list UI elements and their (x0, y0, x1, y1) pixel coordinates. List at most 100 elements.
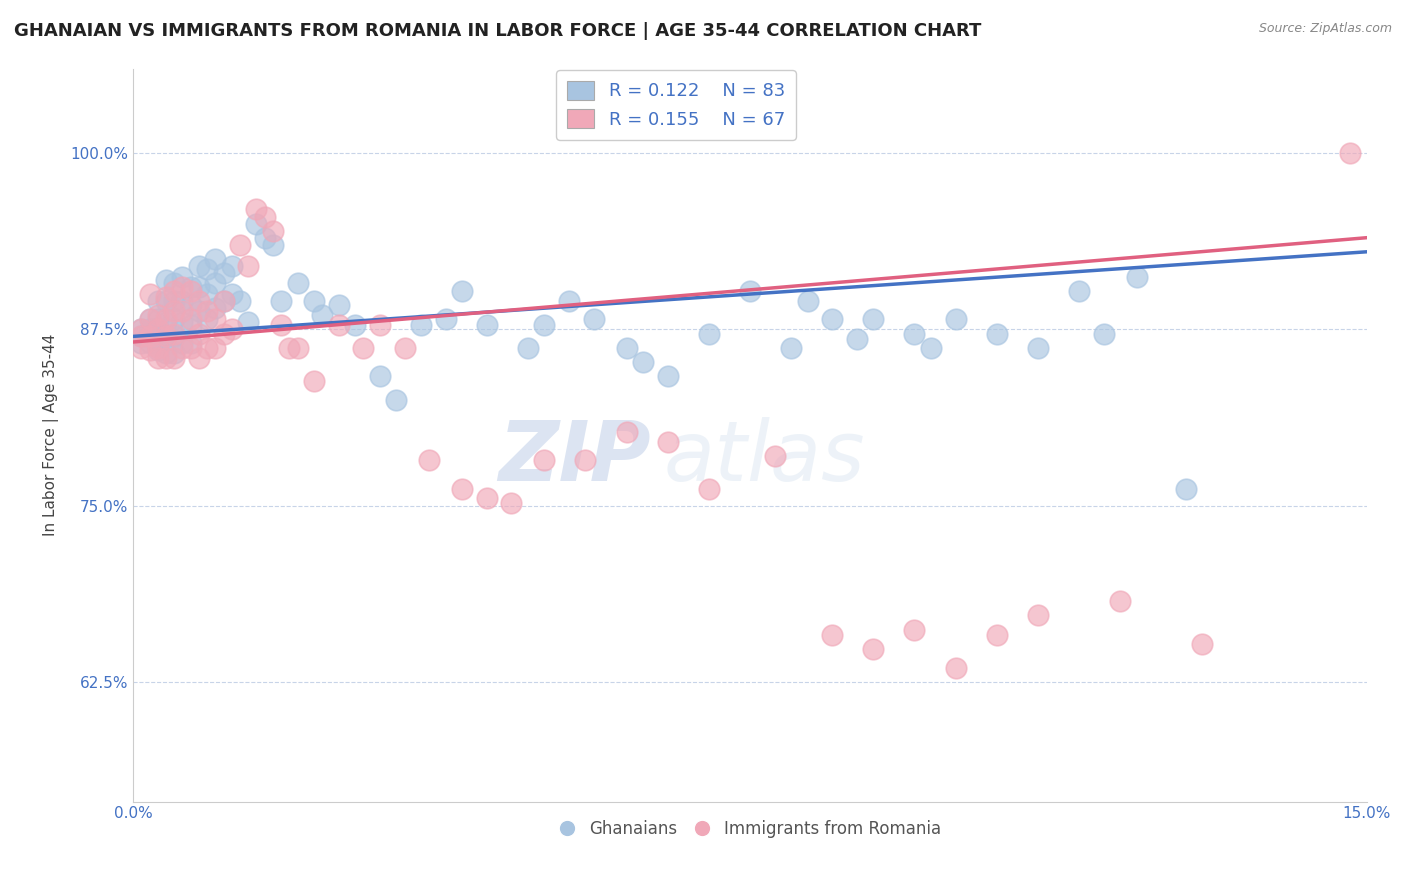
Point (138, 322, 160, 336)
Point (945, 312, 967, 326)
Point (368, 368, 391, 383)
Point (187, 280, 209, 294)
Point (204, 312, 226, 326)
Text: GHANAIAN VS IMMIGRANTS FROM ROMANIA IN LABOR FORCE | AGE 35-44 CORRELATION CHART: GHANAIAN VS IMMIGRANTS FROM ROMANIA IN L… (14, 22, 981, 40)
Point (180, 285, 202, 299)
Point (434, 312, 457, 326)
Point (796, 294, 818, 309)
Point (138, 329, 160, 343)
Point (262, 237, 284, 252)
Point (195, 312, 218, 326)
Point (195, 304, 218, 318)
Point (212, 294, 235, 309)
Point (180, 318, 202, 332)
Point (344, 318, 367, 332)
Text: ZIP: ZIP (499, 417, 651, 498)
Point (1067, 285, 1090, 299)
Point (195, 287, 218, 301)
Point (1191, 637, 1213, 651)
Point (187, 259, 209, 273)
Point (287, 341, 309, 355)
Point (195, 261, 218, 276)
Point (146, 312, 169, 326)
Point (821, 628, 844, 642)
Point (180, 280, 202, 294)
Point (163, 276, 186, 290)
Point (163, 285, 186, 299)
Point (180, 312, 202, 326)
Point (212, 266, 235, 280)
Point (155, 315, 177, 329)
Point (763, 449, 786, 463)
Point (616, 425, 638, 440)
Point (138, 312, 160, 326)
Point (221, 322, 243, 336)
Point (368, 318, 391, 332)
Point (221, 259, 243, 273)
Point (155, 351, 177, 365)
Point (253, 210, 276, 224)
Point (657, 435, 679, 450)
Point (155, 329, 177, 343)
Point (131, 322, 153, 336)
Point (262, 224, 284, 238)
Point (187, 351, 209, 365)
Point (195, 341, 218, 355)
Point (146, 351, 169, 365)
Point (204, 252, 226, 266)
Point (187, 304, 209, 318)
Point (657, 368, 679, 383)
Point (229, 294, 252, 309)
Text: Source: ZipAtlas.com: Source: ZipAtlas.com (1258, 22, 1392, 36)
Point (163, 326, 186, 341)
Point (845, 332, 868, 346)
Point (131, 336, 153, 351)
Point (385, 392, 408, 407)
Point (146, 332, 169, 346)
Point (138, 336, 160, 351)
Point (697, 482, 720, 496)
Point (172, 270, 194, 285)
Point (1339, 146, 1361, 161)
Point (475, 318, 498, 332)
Point (287, 276, 309, 290)
Point (697, 326, 720, 341)
Point (146, 341, 169, 355)
Point (172, 341, 194, 355)
Point (903, 623, 925, 637)
Point (311, 308, 333, 322)
Point (1109, 594, 1132, 608)
Point (172, 280, 194, 294)
Point (394, 341, 416, 355)
Point (245, 217, 267, 231)
Point (163, 304, 186, 318)
Point (986, 628, 1008, 642)
Point (131, 329, 153, 343)
Point (187, 294, 209, 309)
Point (302, 294, 325, 309)
Point (238, 315, 260, 329)
Point (278, 341, 301, 355)
Point (163, 329, 186, 343)
Point (270, 294, 292, 309)
Point (163, 351, 186, 365)
Point (163, 294, 186, 309)
Point (533, 318, 555, 332)
Point (631, 355, 654, 369)
Point (146, 343, 169, 358)
Point (138, 312, 160, 326)
Point (1026, 341, 1049, 355)
Point (1125, 270, 1147, 285)
Point (131, 329, 153, 343)
Point (138, 343, 160, 358)
Point (163, 312, 186, 326)
Point (155, 290, 177, 304)
Point (270, 318, 292, 332)
Point (221, 287, 243, 301)
Text: atlas: atlas (664, 417, 865, 498)
Point (172, 315, 194, 329)
Point (533, 453, 555, 467)
Point (920, 341, 942, 355)
Point (986, 326, 1008, 341)
Point (172, 294, 194, 309)
